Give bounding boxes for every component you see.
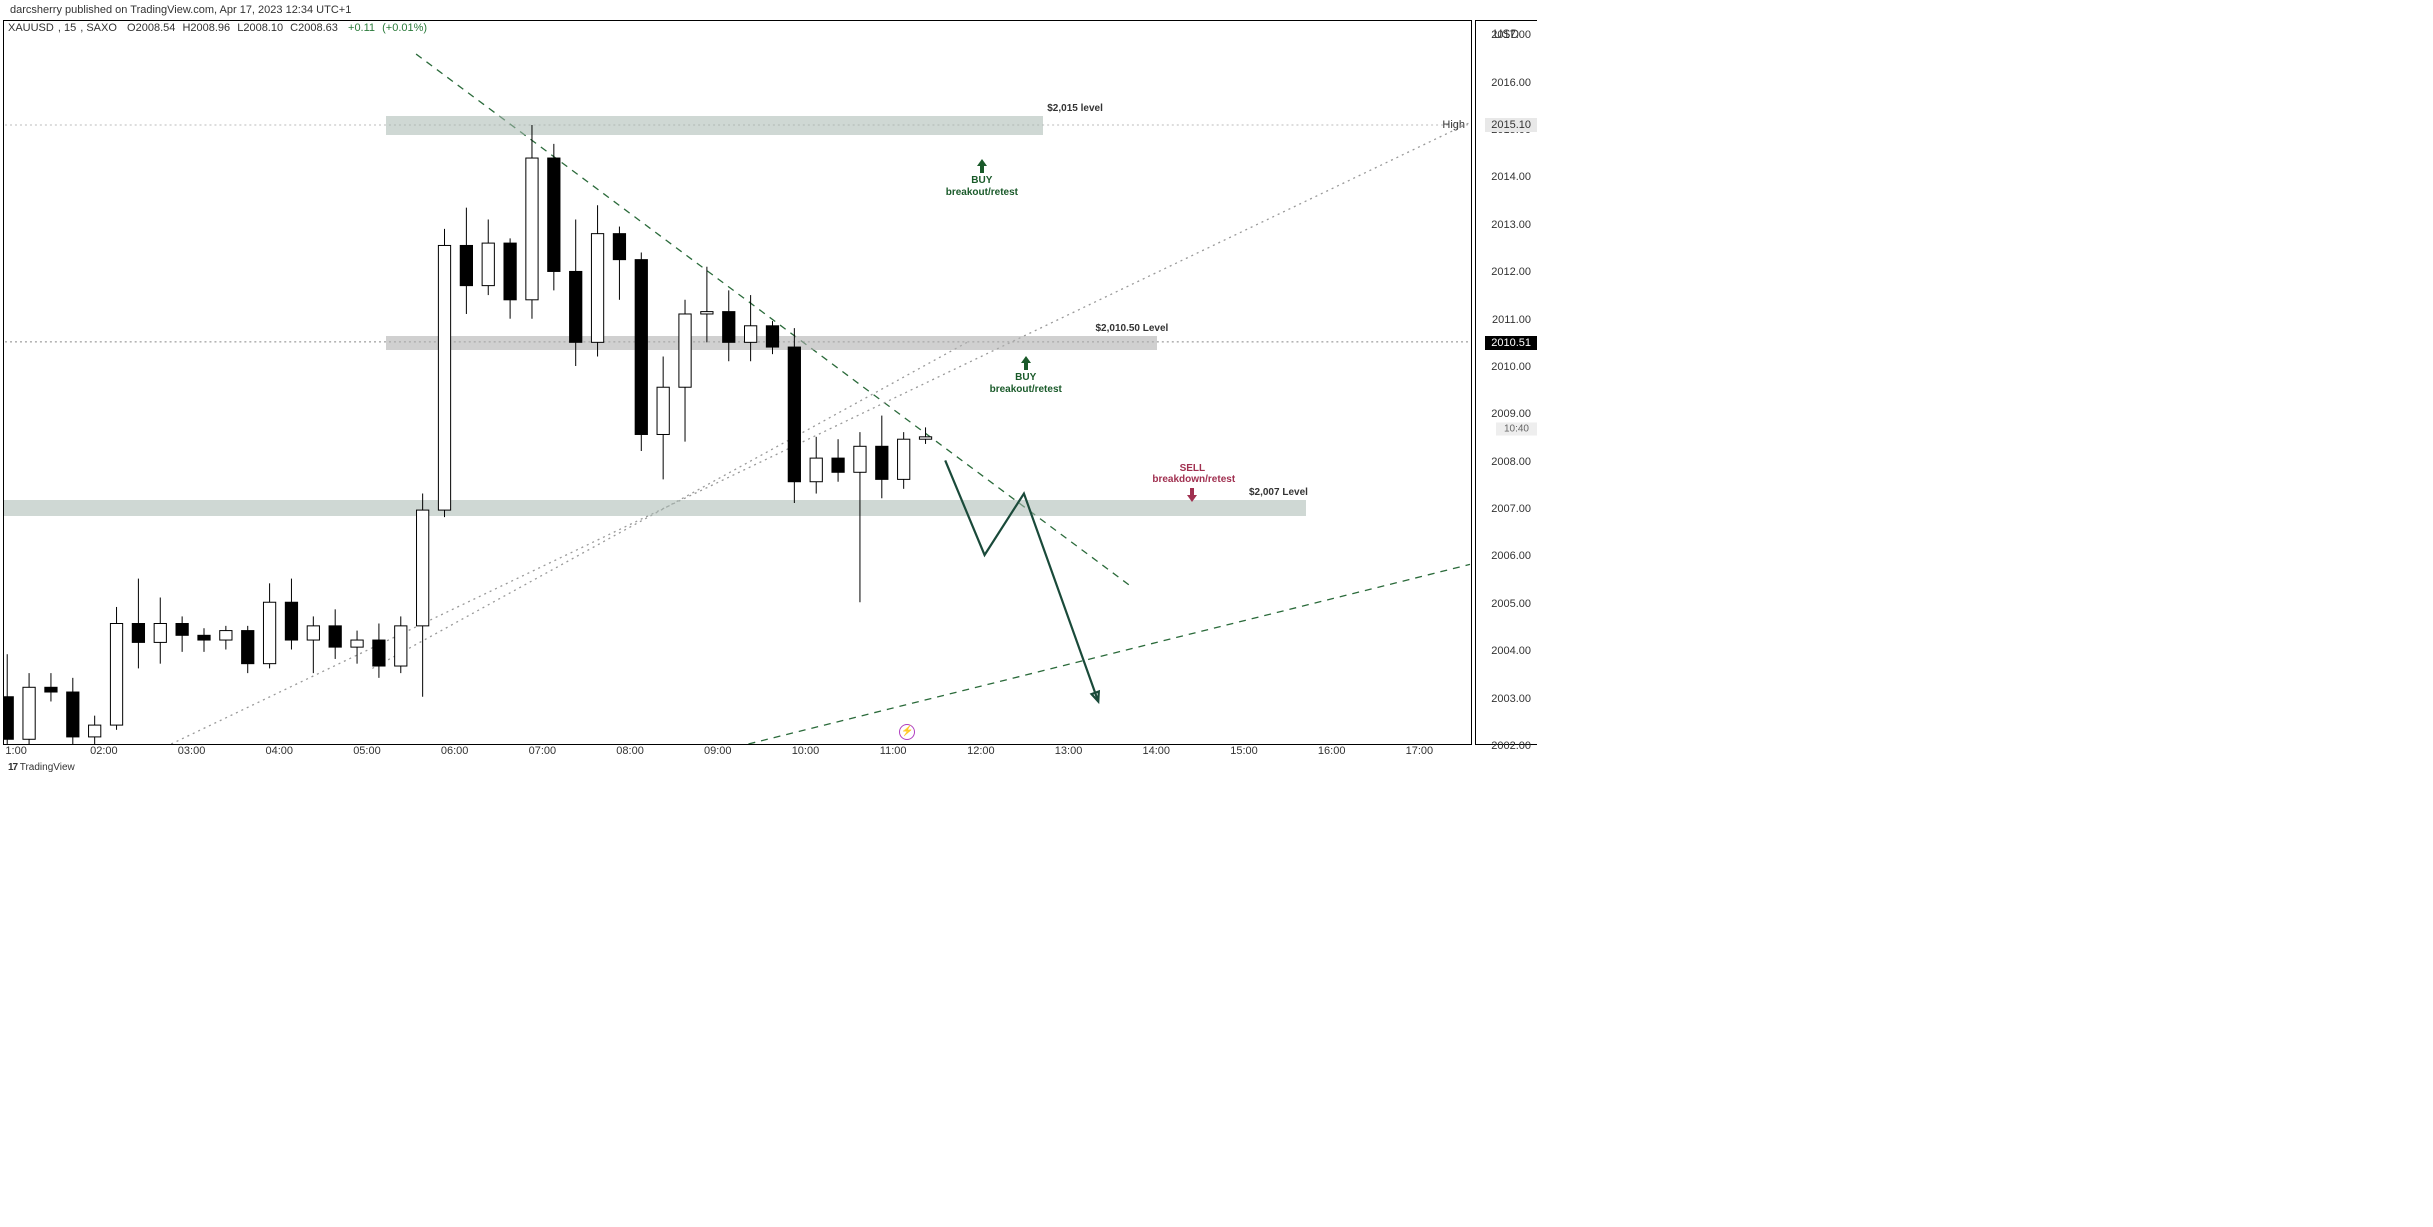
y-tick-label: 2004.00	[1491, 645, 1531, 657]
price-marker: 2010.51	[1485, 336, 1537, 350]
high-label: High	[1442, 119, 1465, 131]
ohlc-open: O2008.54	[127, 22, 175, 34]
price-zone	[4, 500, 1306, 517]
x-tick-label: 11:00	[880, 745, 907, 757]
x-tick-label: 13:00	[1055, 745, 1083, 757]
zone-label: $2,010.50 Level	[1095, 323, 1168, 334]
x-tick-label: 15:00	[1230, 745, 1258, 757]
x-tick-label: 05:00	[353, 745, 381, 757]
price-zone	[386, 336, 1158, 350]
x-tick-label: 1:00	[5, 745, 26, 757]
ohlc-low: L2008.10	[237, 22, 283, 34]
x-tick-label: 07:00	[529, 745, 557, 757]
footer-brand: 17 TradingView	[8, 762, 75, 773]
ohlc-change: +0.11	[348, 22, 375, 34]
ohlc-high: H2008.96	[182, 22, 230, 34]
x-tick-label: 17:00	[1406, 745, 1434, 757]
y-tick-label: 2017.00	[1491, 29, 1531, 41]
x-tick-label: 09:00	[704, 745, 732, 757]
x-tick-label: 06:00	[441, 745, 469, 757]
ticker: XAUUSD	[8, 22, 54, 34]
publish-header: darcsherry published on TradingView.com,…	[0, 0, 1537, 22]
y-tick-label: 2005.00	[1491, 598, 1531, 610]
price-zone	[386, 116, 1044, 135]
y-tick-label: 2014.00	[1491, 171, 1531, 183]
x-tick-label: 16:00	[1318, 745, 1346, 757]
y-tick-label: 2006.00	[1491, 550, 1531, 562]
ohlc-change-pct: (+0.01%)	[382, 22, 427, 34]
y-tick-label: 2012.00	[1491, 266, 1531, 278]
brand-text: TradingView	[20, 762, 75, 773]
countdown-label: 10:40	[1496, 422, 1537, 435]
y-tick-label: 2011.00	[1492, 314, 1531, 326]
x-tick-label: 10:00	[792, 745, 820, 757]
y-tick-label: 2008.00	[1491, 456, 1531, 468]
x-tick-label: 02:00	[90, 745, 118, 757]
x-tick-label: 08:00	[616, 745, 644, 757]
y-axis: USD 2002.002003.002004.002005.002006.002…	[1475, 20, 1537, 745]
exchange: SAXO	[86, 22, 117, 34]
y-tick-label: 2003.00	[1491, 693, 1531, 705]
symbol-bar: XAUUSD, 15, SAXO O2008.54 H2008.96 L2008…	[8, 22, 431, 34]
news-event-icon: ⚡	[899, 724, 915, 740]
zone-label: $2,015 level	[1047, 103, 1103, 114]
buy-signal: BUYbreakout/retest	[986, 356, 1066, 395]
y-tick-label: 2013.00	[1491, 219, 1531, 231]
y-tick-label: 2009.00	[1491, 408, 1531, 420]
y-tick-label: 2007.00	[1491, 503, 1531, 515]
interval: 15	[64, 22, 76, 34]
buy-signal: BUYbreakout/retest	[942, 159, 1022, 198]
high-marker: 2015.10	[1485, 118, 1537, 132]
sell-signal: SELLbreakdown/retest	[1152, 463, 1232, 502]
chart-container: darcsherry published on TradingView.com,…	[0, 0, 1537, 775]
zone-label: $2,007 Level	[1249, 487, 1308, 498]
chart-area[interactable]: High $2,015 level $2,007 Level $2,010.50 Le…	[3, 20, 1472, 745]
x-tick-label: 03:00	[178, 745, 206, 757]
ohlc-close: C2008.63	[290, 22, 338, 34]
x-axis: 1:00 02:00 03:00 04:00 05:00 06:00 07:00 08:00 0…	[3, 745, 1472, 763]
x-tick-label: 12:00	[967, 745, 995, 757]
x-tick-label: 14:00	[1143, 745, 1171, 757]
x-tick-label: 04:00	[265, 745, 293, 757]
publish-text: darcsherry published on TradingView.com,…	[10, 4, 351, 16]
y-tick-label: 2002.00	[1491, 740, 1531, 752]
y-tick-label: 2016.00	[1491, 77, 1531, 89]
y-tick-label: 2010.00	[1491, 361, 1531, 373]
